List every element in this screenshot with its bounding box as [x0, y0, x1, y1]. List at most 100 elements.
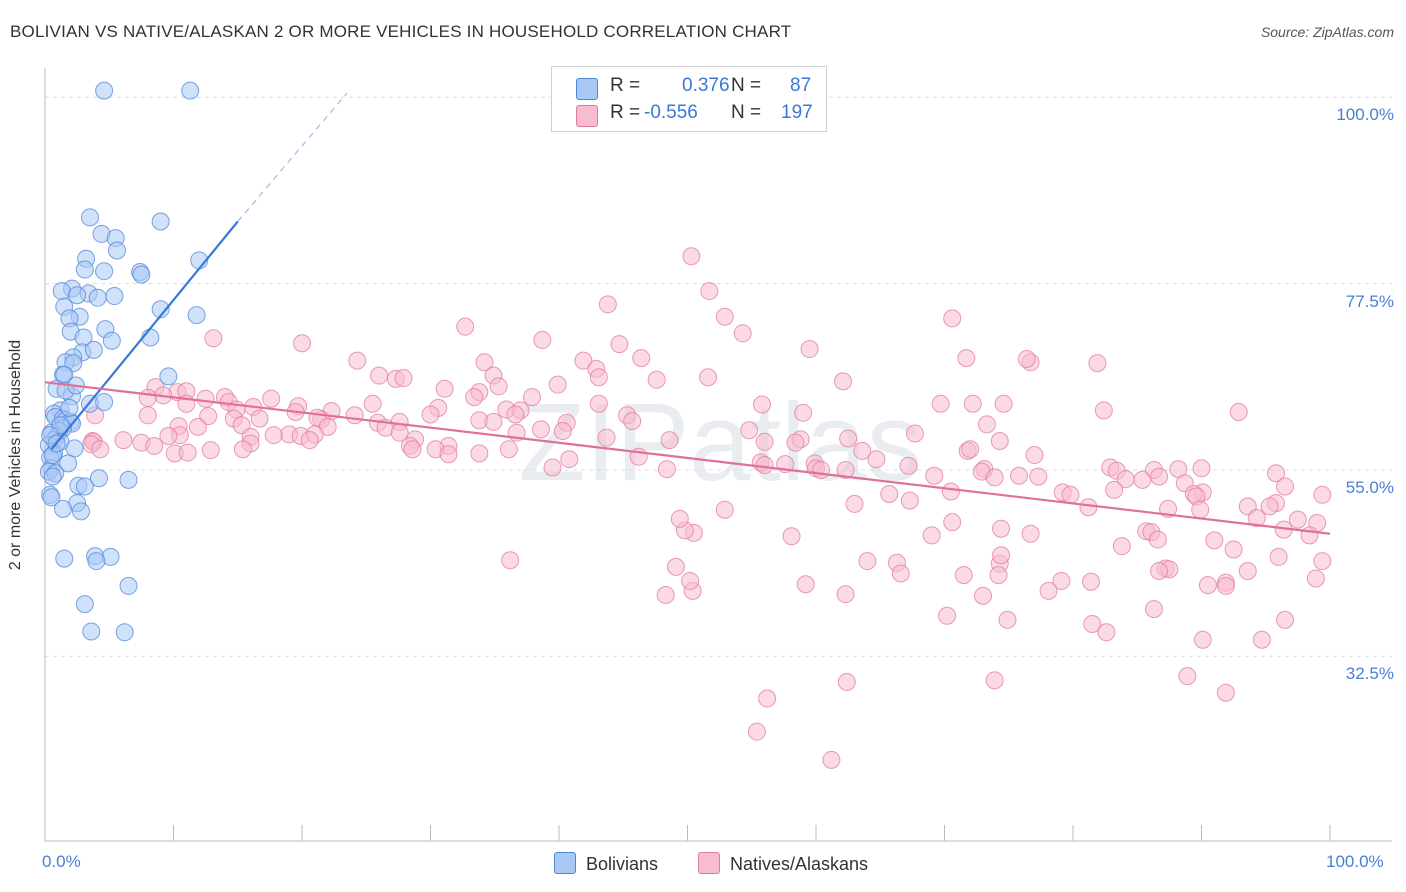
bolivian-point: [159, 367, 178, 386]
native-point: [794, 403, 813, 422]
native-point: [1276, 477, 1295, 496]
axes: [44, 68, 1392, 842]
native-point: [800, 340, 819, 359]
native-point: [782, 527, 801, 546]
native-point: [839, 429, 858, 448]
native-point: [363, 394, 382, 413]
bolivian-point: [95, 262, 114, 281]
native-point: [465, 388, 484, 407]
native-point: [943, 309, 962, 328]
bolivian-point: [52, 282, 71, 301]
native-point: [845, 494, 864, 513]
native-point: [1105, 480, 1124, 499]
bolivian-point: [75, 477, 94, 496]
bolivian-point: [105, 287, 124, 306]
native-point: [837, 672, 856, 691]
bolivian-point: [187, 306, 206, 325]
r-label: R =: [610, 75, 641, 96]
r-value: -0.556: [644, 102, 698, 123]
bolivian-point: [87, 552, 106, 571]
native-point: [114, 431, 133, 450]
bolivian-point: [151, 300, 170, 319]
native-point: [1313, 485, 1332, 504]
native-point: [1276, 610, 1295, 629]
native-point: [715, 500, 734, 519]
bolivian-point: [55, 549, 74, 568]
native-point: [666, 557, 685, 576]
native-point: [758, 689, 777, 708]
native-point: [977, 415, 996, 434]
bolivian-point: [88, 288, 107, 307]
native-point: [506, 405, 525, 424]
native-point: [647, 370, 666, 389]
native-point: [657, 460, 676, 479]
native-point: [300, 431, 319, 450]
native-point: [822, 750, 841, 769]
native-point: [922, 526, 941, 545]
native-point: [931, 394, 950, 413]
native-point: [989, 566, 1008, 585]
native-point: [178, 443, 197, 462]
native-point: [941, 482, 960, 501]
native-point: [439, 445, 458, 464]
native-point: [394, 369, 413, 388]
bolivian-point: [89, 469, 108, 488]
native-point: [753, 395, 772, 414]
native-point: [533, 330, 552, 349]
legend-item-bolivians[interactable]: Bolivians: [554, 852, 658, 875]
correlation-legend: R = 0.376 N = 87 R = -0.556 N = 197: [551, 66, 827, 132]
native-point: [233, 440, 252, 459]
native-point: [1229, 402, 1248, 421]
native-point: [1017, 349, 1036, 368]
native-point: [905, 424, 924, 443]
native-point: [91, 440, 110, 459]
source-label: Source: ZipAtlas.com: [1260, 24, 1394, 40]
native-point: [1306, 569, 1325, 588]
native-point: [1224, 540, 1243, 559]
native-point: [484, 412, 503, 431]
bolivians-legend-swatch: [554, 852, 576, 874]
native-point: [1216, 576, 1235, 595]
native-point: [1267, 464, 1286, 483]
native-point: [1116, 470, 1135, 489]
n-label: N =: [731, 75, 762, 96]
n-value: 87: [790, 75, 812, 96]
native-point: [880, 484, 899, 503]
bolivian-point: [107, 241, 126, 260]
native-point: [543, 458, 562, 477]
native-point: [812, 460, 831, 479]
bolivian-point: [53, 499, 72, 518]
native-point: [1052, 571, 1071, 590]
native-point: [201, 441, 220, 460]
native-point: [747, 722, 766, 741]
native-point: [943, 513, 962, 532]
bolivian-point: [80, 208, 99, 227]
native-point: [974, 586, 993, 605]
native-point: [1247, 508, 1266, 527]
native-point: [1021, 524, 1040, 543]
native-point: [1094, 401, 1113, 420]
r-value: 0.376: [682, 75, 730, 96]
native-point: [548, 375, 567, 394]
bolivian-point: [119, 576, 138, 595]
native-point: [250, 409, 269, 428]
bolivian-point: [42, 488, 61, 507]
native-point: [489, 377, 508, 396]
native-point: [560, 450, 579, 469]
native-point: [475, 353, 494, 372]
native-point: [204, 329, 223, 348]
native-point: [1178, 667, 1197, 686]
legend-item-natives[interactable]: Natives/Alaskans: [698, 852, 868, 875]
native-point: [196, 389, 215, 408]
bolivian-point: [119, 470, 138, 489]
bolivian-point: [84, 340, 103, 359]
gridlines: [45, 96, 1392, 657]
native-point: [715, 307, 734, 326]
native-point: [1192, 459, 1211, 478]
native-point: [1300, 526, 1319, 545]
native-point: [470, 444, 489, 463]
native-point: [1238, 562, 1257, 581]
trend-lines: [44, 92, 1331, 535]
native-point: [1191, 500, 1210, 519]
native-point: [985, 468, 1004, 487]
